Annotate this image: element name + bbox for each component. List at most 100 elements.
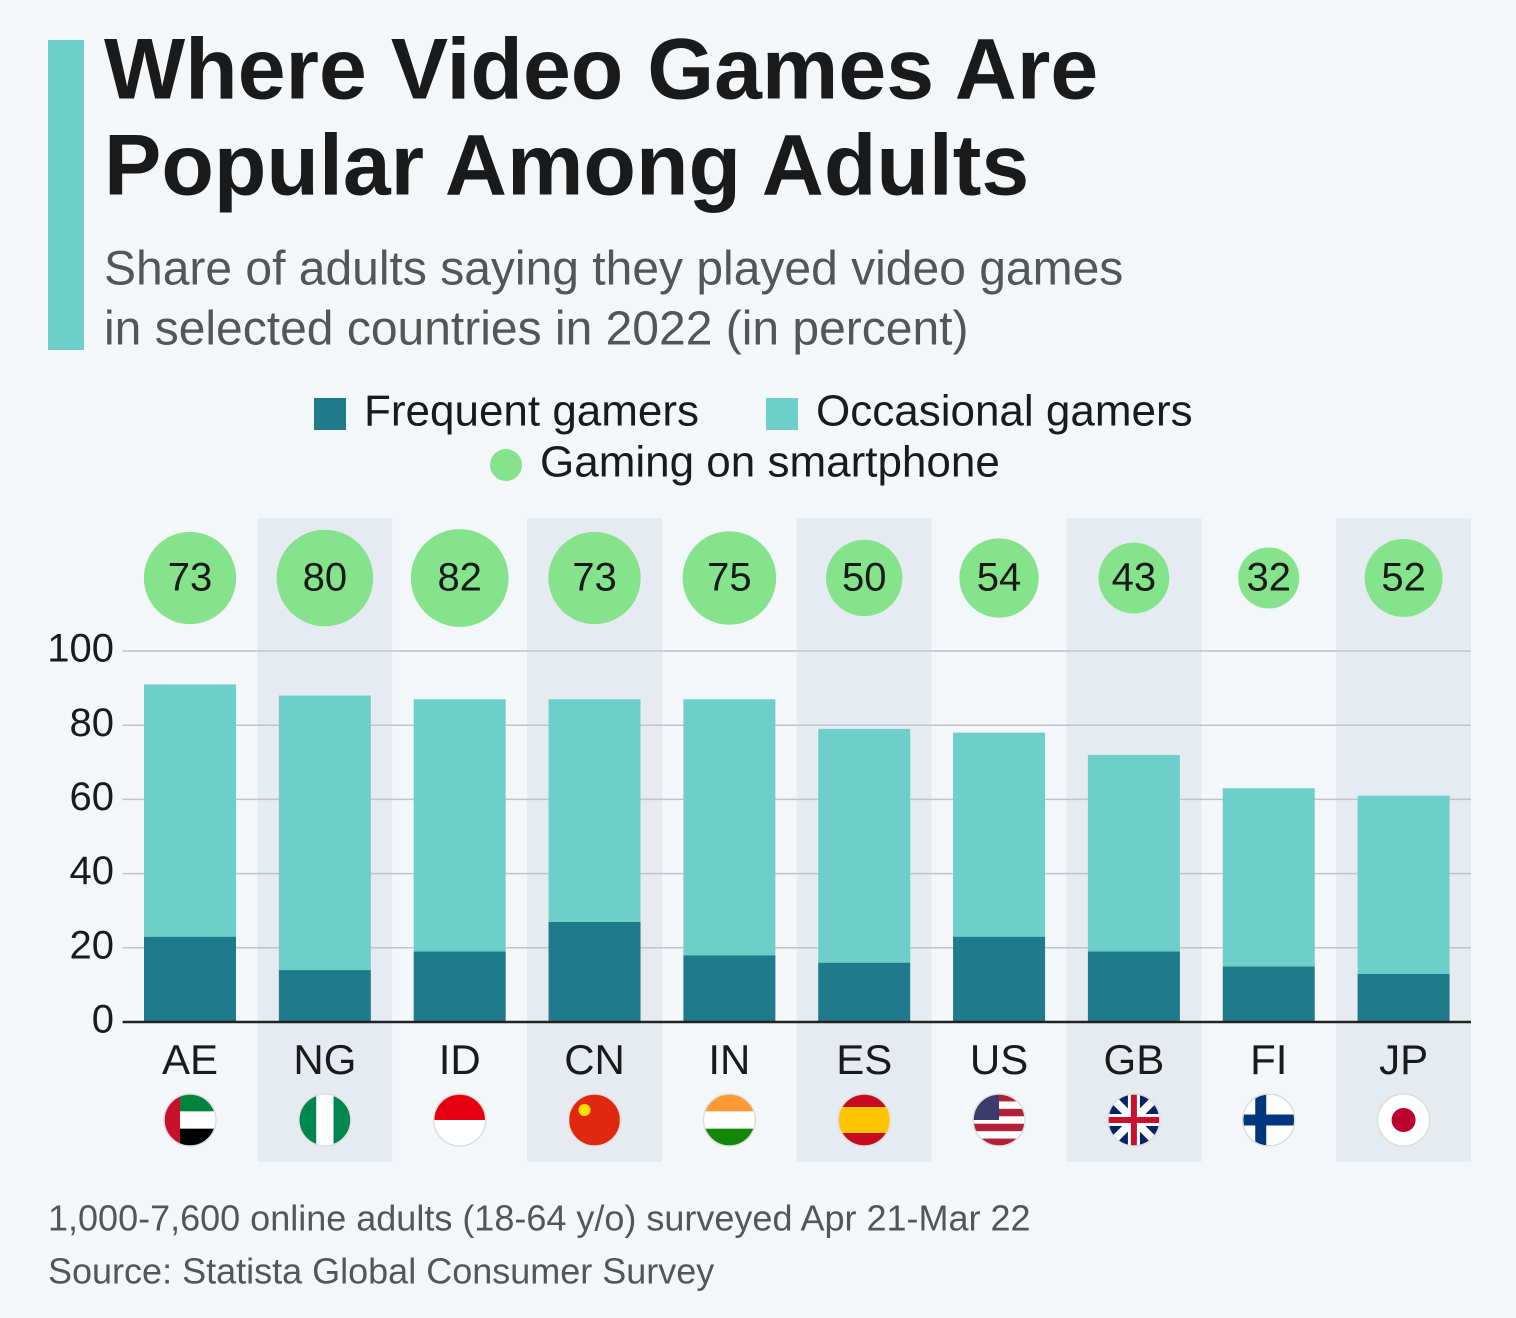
bar xyxy=(144,684,237,937)
x-tick-label: ES xyxy=(836,1036,892,1083)
chart-title: Popular Among Adults xyxy=(104,118,1029,214)
x-tick-label: AE xyxy=(162,1036,218,1083)
smartphone-bubble xyxy=(1364,539,1443,617)
bubble-label: 75 xyxy=(707,556,752,600)
bar xyxy=(413,699,506,952)
flag xyxy=(1107,1094,1160,1146)
x-tick-label: JP xyxy=(1379,1036,1428,1083)
x-tick-label: US xyxy=(970,1036,1028,1083)
chart-subtitle: Share of adults saying they played video… xyxy=(104,243,1123,296)
flag-stripe xyxy=(973,1131,1026,1140)
flag-stripe xyxy=(838,1107,891,1121)
bar xyxy=(818,728,911,963)
x-tick-label: NG xyxy=(293,1036,356,1083)
smartphone-bubble xyxy=(1098,542,1170,614)
smartphone-bubble xyxy=(410,529,509,627)
flag xyxy=(298,1094,351,1146)
legend-label: Gaming on smartphone xyxy=(540,438,1000,487)
flag xyxy=(703,1094,756,1146)
flag-border xyxy=(298,1093,352,1147)
smartphone-bubble xyxy=(276,529,374,627)
flag-stripe xyxy=(568,1094,621,1146)
bar xyxy=(1222,966,1315,1022)
bubble-label: 73 xyxy=(168,556,213,600)
flag-disc xyxy=(1391,1108,1416,1132)
flag-stripe xyxy=(703,1128,756,1146)
bar xyxy=(278,695,371,971)
bubble-label: 52 xyxy=(1381,556,1426,600)
bar xyxy=(818,962,911,1022)
chart-title: Where Video Games Are xyxy=(104,22,1098,118)
flag xyxy=(164,1094,217,1146)
flag-stripe xyxy=(973,1138,1026,1146)
legend-swatch xyxy=(314,398,346,430)
flag xyxy=(1377,1094,1430,1146)
flag-border xyxy=(432,1093,487,1147)
smartphone-bubble xyxy=(826,539,903,617)
bar xyxy=(953,936,1046,1022)
bar xyxy=(144,936,237,1022)
bar xyxy=(1222,788,1315,967)
x-tick-label: CN xyxy=(564,1036,625,1083)
x-tick-label: ID xyxy=(439,1036,481,1083)
bubble-label: 54 xyxy=(977,556,1022,600)
flag-border xyxy=(1107,1093,1161,1147)
flag-stripe xyxy=(838,1120,891,1134)
flag-stripe xyxy=(703,1111,756,1130)
flag-border xyxy=(702,1093,757,1147)
x-tick-label: IN xyxy=(708,1036,750,1083)
smartphone-bubble xyxy=(143,531,237,625)
y-tick-label: 80 xyxy=(70,701,115,745)
flag-star xyxy=(578,1104,591,1116)
smartphone-bubble xyxy=(959,538,1039,618)
flag-border xyxy=(1376,1093,1431,1147)
y-tick-label: 60 xyxy=(70,775,115,819)
legend-swatch xyxy=(766,398,798,430)
chart-subtitle: in selected countries in 2022 (in percen… xyxy=(104,303,969,356)
legend-swatch xyxy=(490,449,522,481)
flag xyxy=(1242,1094,1295,1146)
bar xyxy=(953,732,1046,937)
flag-stripe xyxy=(703,1094,756,1112)
bar xyxy=(683,699,776,956)
y-tick-label: 40 xyxy=(70,849,115,893)
flag-stripe xyxy=(333,1094,351,1146)
x-tick-label: GB xyxy=(1104,1036,1165,1083)
flag-border xyxy=(972,1093,1026,1147)
flag-cross xyxy=(1107,1094,1160,1146)
flag-border xyxy=(163,1093,217,1147)
flag xyxy=(973,1094,1026,1146)
bar xyxy=(1357,973,1450,1022)
bubble-label: 32 xyxy=(1246,556,1291,600)
flag-border xyxy=(837,1093,891,1147)
y-tick-label: 0 xyxy=(92,998,114,1042)
flag-cross xyxy=(1242,1094,1295,1146)
legend-label: Frequent gamers xyxy=(364,387,699,436)
flag-stripe xyxy=(316,1094,335,1146)
flag-border xyxy=(1241,1093,1296,1147)
bar xyxy=(548,921,641,1022)
bubble-label: 82 xyxy=(437,556,482,600)
bar xyxy=(1087,754,1180,952)
flag xyxy=(433,1094,486,1146)
bubble-label: 50 xyxy=(842,556,887,600)
bubble-label: 73 xyxy=(572,556,617,600)
flag-border xyxy=(567,1093,622,1147)
bar xyxy=(1087,951,1180,1022)
flag xyxy=(568,1094,621,1146)
bar xyxy=(1357,795,1450,974)
y-tick-label: 100 xyxy=(47,627,114,671)
bubble-label: 80 xyxy=(303,556,348,600)
flag-stripe xyxy=(298,1094,317,1146)
accent-bar xyxy=(48,40,84,350)
legend-label: Occasional gamers xyxy=(816,387,1193,436)
bubble-label: 43 xyxy=(1112,556,1157,600)
footnote: 1,000-7,600 online adults (18-64 y/o) su… xyxy=(48,1198,1031,1239)
smartphone-bubble xyxy=(1238,547,1300,609)
source: Source: Statista Global Consumer Survey xyxy=(48,1251,714,1292)
y-tick-label: 20 xyxy=(70,923,115,967)
flag-stripe xyxy=(973,1123,1026,1132)
bar xyxy=(548,699,641,922)
bar xyxy=(683,955,776,1022)
